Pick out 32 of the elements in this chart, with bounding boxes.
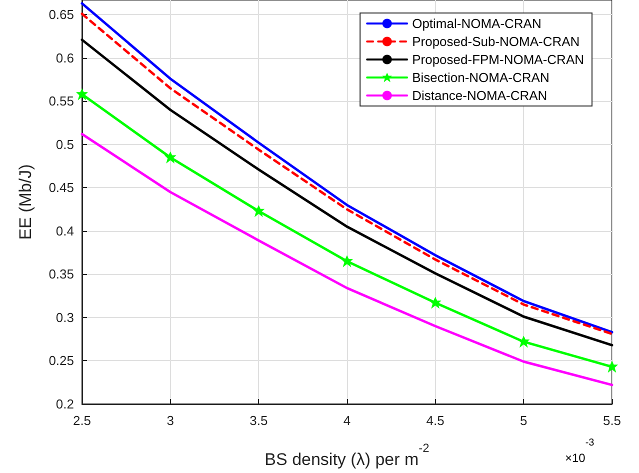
point: [341, 255, 353, 268]
y-tick-label: 0.3: [56, 310, 74, 325]
y-tick-label: 0.2: [56, 396, 74, 412]
point: [429, 296, 442, 309]
x-tick-label: 5.5: [602, 413, 622, 428]
y-tick-label: 0.55: [48, 94, 74, 109]
legend-label: Distance-NOMA-CRAN: [412, 88, 548, 103]
point: [518, 336, 530, 348]
y-tick-label: 0.4: [56, 223, 74, 238]
y-axis-title: EE (Mb/J): [16, 164, 35, 240]
point: [252, 205, 265, 218]
legend-label: Bisection-NOMA-CRAN: [412, 70, 550, 85]
x-tick-label: 5: [520, 413, 528, 428]
point: [164, 151, 176, 164]
y-tick-label: 0.65: [48, 7, 74, 22]
y-tick-label: 0.6: [56, 50, 74, 66]
line-series: [80, 132, 614, 386]
point: [606, 360, 618, 373]
x-tick-label: 3.5: [250, 413, 268, 428]
point: [76, 88, 88, 100]
y-tick-label: 0.45: [48, 180, 74, 196]
x-tick-label: 4.5: [426, 413, 444, 428]
legend-label: Optimal-NOMA-CRAN: [412, 16, 542, 31]
text: ×10-3: [565, 438, 595, 465]
legend-label: Proposed-Sub-NOMA-CRAN: [412, 34, 580, 49]
y-tick-label: 0.35: [48, 266, 74, 282]
x-tick-label: 4: [343, 413, 351, 428]
x-tick-label: 3: [166, 413, 174, 428]
y-tick-label: 0.25: [48, 353, 74, 368]
legend-label: Proposed-FPM-NOMA-CRAN: [412, 52, 584, 67]
y-tick-label: 0.5: [56, 136, 74, 152]
x-tick-label: 2.5: [72, 413, 92, 428]
